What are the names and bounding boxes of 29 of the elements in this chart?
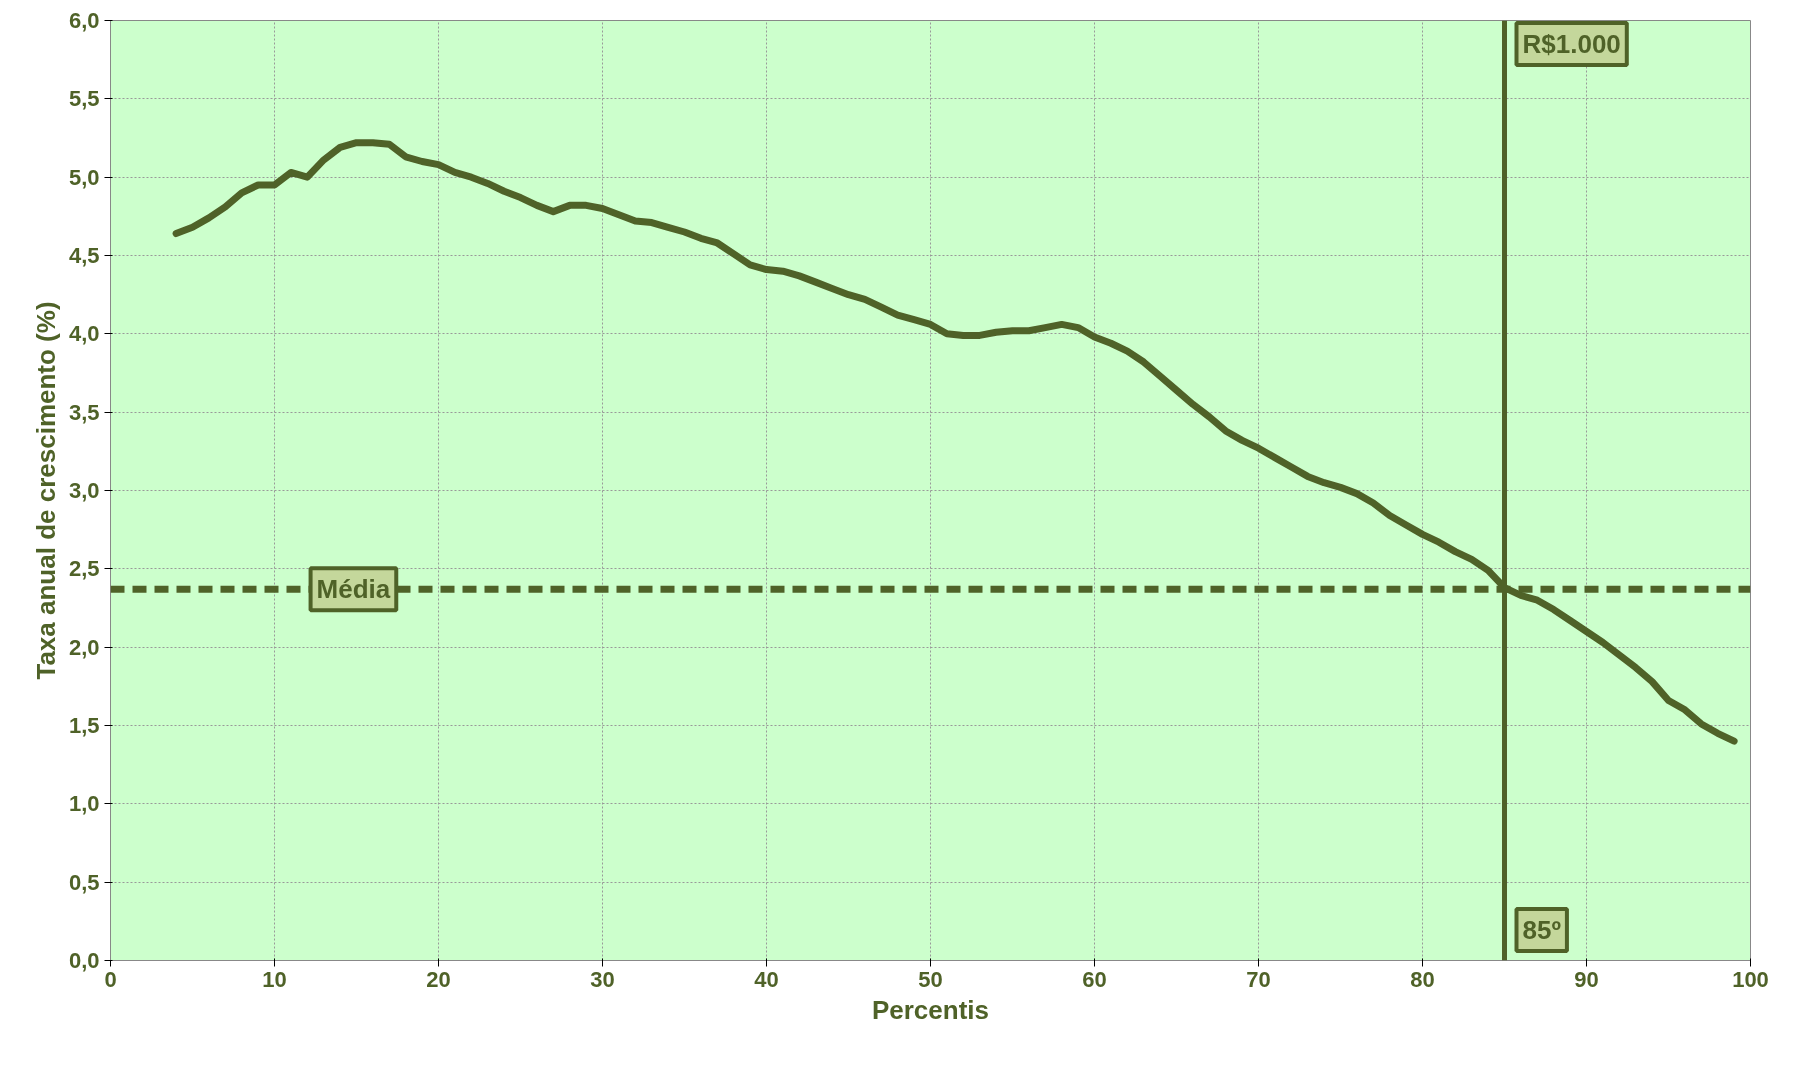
- y-tick-label: 3,5: [68, 399, 100, 425]
- y-tick-label: 5,5: [68, 86, 100, 112]
- x-axis-title: Percentis: [871, 994, 990, 1025]
- y-tick-label: 4,5: [68, 243, 100, 268]
- x-tick-label: 40: [754, 966, 779, 992]
- y-tick-label: 0,5: [68, 869, 100, 895]
- y-tick-label: 2,0: [68, 634, 100, 660]
- y-tick-label: 3,0: [68, 478, 100, 503]
- x-tick-label: 70: [1246, 966, 1271, 992]
- x-tick-label: 60: [1082, 966, 1107, 992]
- x-tick-label: 100: [1732, 966, 1769, 992]
- x-tick-label: 20: [426, 966, 451, 992]
- y-tick-label: 4,0: [68, 321, 100, 347]
- y-tick-label: 1,5: [68, 713, 100, 738]
- x-tick-label: 90: [1574, 966, 1599, 992]
- ref-line-label: 85º: [1522, 915, 1562, 946]
- y-tick-label: 2,5: [68, 556, 100, 582]
- x-tick-label: 0: [104, 966, 117, 992]
- x-tick-label: 50: [918, 966, 943, 992]
- x-tick-label: 80: [1410, 966, 1435, 992]
- x-tick-label: 30: [590, 966, 615, 992]
- y-tick-label: 6,0: [68, 8, 100, 33]
- y-tick-label: 1,0: [68, 791, 100, 817]
- annotation: R$1.000: [1522, 29, 1621, 59]
- y-axis-title: Taxa anual de crescimento (%): [30, 301, 61, 680]
- y-tick-label: 5,0: [68, 164, 100, 190]
- y-tick-label: 0,0: [68, 948, 100, 973]
- x-tick-label: 10: [262, 966, 287, 992]
- ref-line-label: Média: [316, 574, 391, 605]
